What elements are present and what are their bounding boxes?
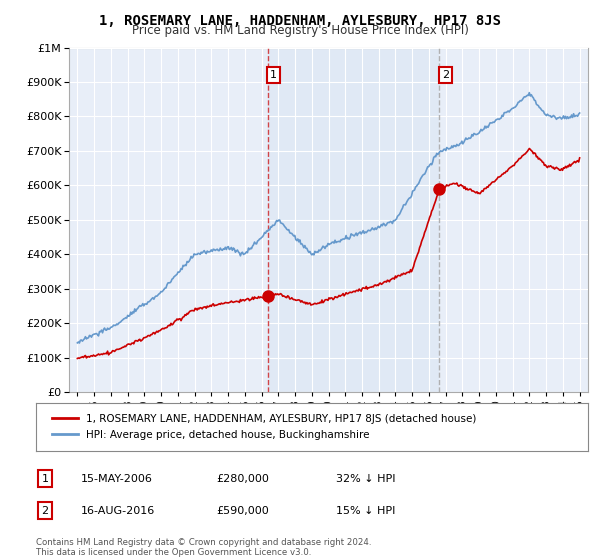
Text: 16-AUG-2016: 16-AUG-2016 <box>81 506 155 516</box>
Text: 15-MAY-2006: 15-MAY-2006 <box>81 474 153 484</box>
Text: 2: 2 <box>442 70 449 80</box>
Text: £280,000: £280,000 <box>216 474 269 484</box>
Legend: 1, ROSEMARY LANE, HADDENHAM, AYLESBURY, HP17 8JS (detached house), HPI: Average : 1, ROSEMARY LANE, HADDENHAM, AYLESBURY, … <box>47 409 482 445</box>
Text: 2: 2 <box>41 506 49 516</box>
Text: £590,000: £590,000 <box>216 506 269 516</box>
Text: Contains HM Land Registry data © Crown copyright and database right 2024.
This d: Contains HM Land Registry data © Crown c… <box>36 538 371 557</box>
Text: 32% ↓ HPI: 32% ↓ HPI <box>336 474 395 484</box>
Text: 1: 1 <box>41 474 49 484</box>
Text: Price paid vs. HM Land Registry's House Price Index (HPI): Price paid vs. HM Land Registry's House … <box>131 24 469 37</box>
Text: 15% ↓ HPI: 15% ↓ HPI <box>336 506 395 516</box>
Text: 1, ROSEMARY LANE, HADDENHAM, AYLESBURY, HP17 8JS: 1, ROSEMARY LANE, HADDENHAM, AYLESBURY, … <box>99 14 501 28</box>
Text: 1: 1 <box>270 70 277 80</box>
Bar <box>268 48 439 392</box>
